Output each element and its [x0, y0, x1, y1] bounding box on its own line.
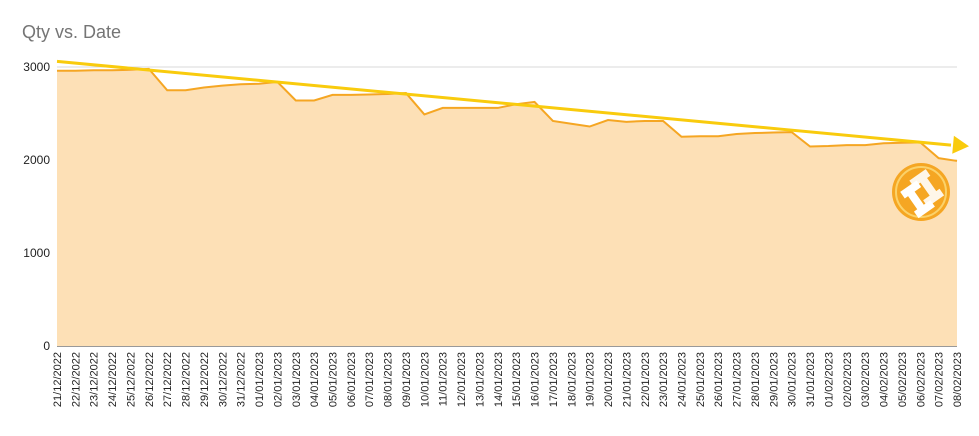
- x-tick-label: 30/12/2022: [217, 352, 229, 407]
- x-tick-label: 26/01/2023: [713, 352, 725, 407]
- x-axis-ticks: 21/12/2022 22/12/2022 23/12/2022 24/12/2022…: [52, 352, 964, 407]
- x-tick-label: 30/01/2023: [787, 352, 799, 407]
- x-tick-label: 13/01/2023: [474, 352, 486, 407]
- series-area-fill: [57, 68, 957, 347]
- x-tick-label: 08/01/2023: [383, 352, 395, 407]
- x-tick-label: 27/12/2022: [162, 352, 174, 407]
- x-tick-label: 29/12/2022: [199, 352, 211, 407]
- logo-icon: [892, 163, 950, 221]
- x-tick-label: 25/01/2023: [695, 352, 707, 407]
- trendline-group: [56, 59, 969, 154]
- x-tick-label: 21/01/2023: [621, 352, 633, 407]
- x-tick-label: 11/01/2023: [438, 352, 450, 406]
- x-tick-label: 28/01/2023: [750, 352, 762, 407]
- x-tick-label: 02/02/2023: [842, 352, 854, 407]
- x-tick-label: 01/01/2023: [254, 352, 266, 407]
- x-tick-label: 02/01/2023: [272, 352, 284, 407]
- x-tick-label: 17/01/2023: [548, 352, 560, 407]
- x-tick-label: 31/12/2022: [236, 352, 248, 407]
- x-tick-label: 04/02/2023: [879, 352, 891, 407]
- x-tick-label: 24/01/2023: [676, 352, 688, 407]
- x-tick-label: 28/12/2022: [181, 352, 193, 407]
- x-tick-label: 12/01/2023: [456, 352, 468, 407]
- y-tick-label: 3000: [23, 60, 50, 74]
- y-tick-label: 2000: [23, 153, 50, 167]
- x-tick-label: 16/01/2023: [530, 352, 542, 407]
- x-tick-label: 22/12/2022: [70, 352, 82, 407]
- x-tick-label: 22/01/2023: [640, 352, 652, 407]
- x-tick-label: 26/12/2022: [144, 352, 156, 407]
- chart-title: Qty vs. Date: [22, 22, 122, 42]
- y-tick-label: 0: [43, 339, 50, 353]
- x-tick-label: 27/01/2023: [732, 352, 744, 407]
- series-line: [57, 67, 958, 162]
- x-tick-label: 15/01/2023: [511, 352, 523, 407]
- trendline: [56, 59, 952, 147]
- trendline-arrowhead: [952, 135, 969, 154]
- x-tick-label: 01/02/2023: [823, 352, 835, 407]
- x-tick-label: 23/12/2022: [89, 352, 101, 407]
- y-tick-label: 1000: [23, 246, 50, 260]
- x-tick-label: 24/12/2022: [107, 352, 119, 407]
- x-tick-label: 06/02/2023: [915, 352, 927, 407]
- x-tick-label: 06/01/2023: [346, 352, 358, 407]
- x-tick-label: 19/01/2023: [585, 352, 597, 407]
- x-tick-label: 07/01/2023: [364, 352, 376, 407]
- x-tick-label: 31/01/2023: [805, 352, 817, 407]
- x-tick-label: 04/01/2023: [309, 352, 321, 407]
- x-tick-label: 23/01/2023: [658, 352, 670, 407]
- x-tick-label: 14/01/2023: [493, 352, 505, 407]
- x-tick-label: 09/01/2023: [401, 352, 413, 407]
- x-tick-label: 18/01/2023: [566, 352, 578, 407]
- x-tick-label: 07/02/2023: [934, 352, 946, 407]
- y-axis-ticks: 0 1000 2000 3000: [23, 60, 50, 353]
- x-tick-label: 03/02/2023: [860, 352, 872, 407]
- x-tick-label: 10/01/2023: [419, 352, 431, 407]
- x-tick-label: 29/01/2023: [768, 352, 780, 407]
- x-tick-label: 25/12/2022: [125, 352, 137, 407]
- x-tick-label: 05/02/2023: [897, 352, 909, 407]
- x-tick-label: 05/01/2023: [328, 352, 340, 407]
- x-tick-label: 21/12/2022: [52, 352, 64, 407]
- x-tick-label: 03/01/2023: [291, 352, 303, 407]
- data-area: [56, 67, 958, 347]
- x-tick-label: 08/02/2023: [952, 352, 964, 407]
- x-tick-label: 20/01/2023: [603, 352, 615, 407]
